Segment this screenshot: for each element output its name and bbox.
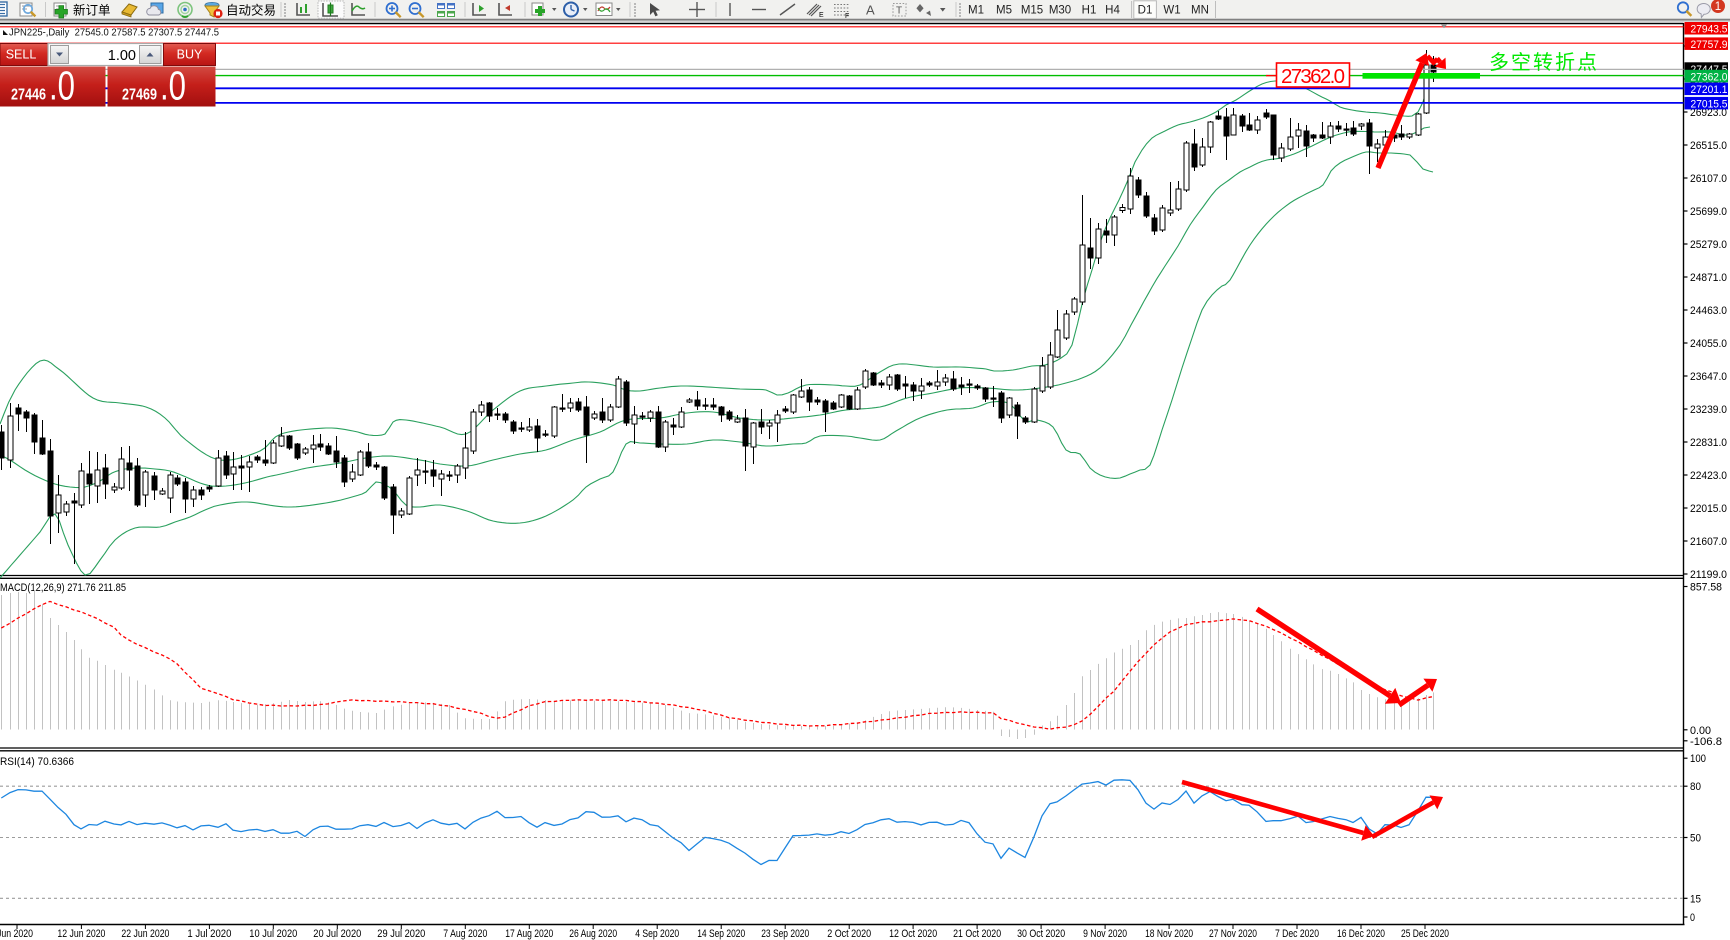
- svg-text:F: F: [845, 13, 849, 20]
- svg-text:12 Jun 2020: 12 Jun 2020: [57, 928, 105, 940]
- svg-text:JPN225-,Daily 27545.0 27587.5: JPN225-,Daily 27545.0 27587.5 27307.5 27…: [9, 27, 219, 39]
- svg-text:自动交易: 自动交易: [226, 3, 276, 18]
- svg-text:D1: D1: [1138, 5, 1153, 17]
- svg-text:80: 80: [1690, 781, 1701, 793]
- svg-text:BUY: BUY: [177, 48, 203, 62]
- svg-text:M15: M15: [1021, 5, 1043, 17]
- svg-text:T: T: [896, 6, 902, 17]
- svg-text:27362.0: 27362.0: [1281, 65, 1345, 88]
- svg-text:新订单: 新订单: [73, 3, 111, 18]
- svg-text:M30: M30: [1049, 5, 1071, 17]
- svg-text:4 Sep 2020: 4 Sep 2020: [635, 928, 679, 940]
- svg-text:M1: M1: [968, 5, 984, 17]
- svg-text:21199.0: 21199.0: [1690, 569, 1727, 581]
- svg-text:9 Nov 2020: 9 Nov 2020: [1083, 928, 1127, 940]
- svg-text:27362.0: 27362.0: [1691, 71, 1728, 83]
- svg-text:25279.0: 25279.0: [1690, 239, 1727, 251]
- svg-text:MN: MN: [1191, 5, 1209, 17]
- svg-text:21607.0: 21607.0: [1690, 536, 1727, 548]
- svg-text:0.00: 0.00: [1690, 725, 1711, 737]
- svg-text:27757.9: 27757.9: [1691, 39, 1728, 51]
- svg-text:50: 50: [1690, 833, 1701, 845]
- svg-text:SELL: SELL: [6, 48, 37, 62]
- svg-text:23 Sep 2020: 23 Sep 2020: [761, 928, 809, 940]
- svg-text:15: 15: [1690, 893, 1701, 905]
- svg-text:H1: H1: [1082, 5, 1097, 17]
- svg-text:100: 100: [1690, 753, 1706, 765]
- svg-text:20 Jul 2020: 20 Jul 2020: [313, 928, 361, 940]
- svg-text:10 Jul 2020: 10 Jul 2020: [249, 928, 297, 940]
- svg-text:26107.0: 26107.0: [1690, 173, 1727, 185]
- svg-text:H4: H4: [1105, 5, 1120, 17]
- svg-text:27 Nov 2020: 27 Nov 2020: [1209, 928, 1257, 940]
- svg-text:26 Aug 2020: 26 Aug 2020: [569, 928, 617, 940]
- svg-text:1: 1: [1715, 1, 1721, 13]
- svg-text:17 Aug 2020: 17 Aug 2020: [505, 928, 553, 940]
- svg-text:25699.0: 25699.0: [1690, 206, 1727, 218]
- svg-text:27446: 27446: [11, 87, 46, 104]
- svg-text:M5: M5: [996, 5, 1012, 17]
- svg-text:27201.1: 27201.1: [1691, 84, 1728, 96]
- svg-text:14 Sep 2020: 14 Sep 2020: [697, 928, 745, 940]
- svg-text:16 Dec 2020: 16 Dec 2020: [1337, 928, 1385, 940]
- svg-text:27469: 27469: [122, 87, 157, 104]
- svg-text:2 Oct 2020: 2 Oct 2020: [827, 928, 871, 940]
- svg-text:18 Nov 2020: 18 Nov 2020: [1145, 928, 1193, 940]
- svg-text:7 Aug 2020: 7 Aug 2020: [443, 928, 487, 940]
- svg-text:26923.0: 26923.0: [1690, 107, 1727, 119]
- svg-text:22 Jun 2020: 22 Jun 2020: [121, 928, 169, 940]
- svg-text:0: 0: [1690, 912, 1695, 924]
- svg-text:Jun 2020: Jun 2020: [0, 928, 33, 940]
- svg-text:29 Jul 2020: 29 Jul 2020: [377, 928, 425, 940]
- svg-text:7 Dec 2020: 7 Dec 2020: [1275, 928, 1319, 940]
- svg-text:30 Oct 2020: 30 Oct 2020: [1017, 928, 1065, 940]
- svg-text:23647.0: 23647.0: [1690, 371, 1727, 383]
- svg-text:27015.5: 27015.5: [1691, 98, 1728, 110]
- svg-text:1 Jul 2020: 1 Jul 2020: [187, 928, 231, 940]
- svg-text:23239.0: 23239.0: [1690, 404, 1727, 416]
- svg-text:MACD(12,26,9) 271.76 211.85: MACD(12,26,9) 271.76 211.85: [0, 582, 126, 594]
- svg-text:25 Dec 2020: 25 Dec 2020: [1401, 928, 1449, 940]
- svg-text:A: A: [866, 3, 875, 18]
- svg-text:-106.8: -106.8: [1690, 736, 1722, 748]
- svg-text:27943.5: 27943.5: [1691, 24, 1728, 36]
- svg-text:24463.0: 24463.0: [1690, 305, 1727, 317]
- svg-text:26515.0: 26515.0: [1690, 140, 1727, 152]
- svg-text:E: E: [819, 12, 824, 19]
- svg-text:12 Oct 2020: 12 Oct 2020: [889, 928, 937, 940]
- svg-text:22015.0: 22015.0: [1690, 503, 1727, 515]
- svg-text:22423.0: 22423.0: [1690, 470, 1727, 482]
- svg-text:24871.0: 24871.0: [1690, 272, 1727, 284]
- svg-text:21 Oct 2020: 21 Oct 2020: [953, 928, 1001, 940]
- svg-text:24055.0: 24055.0: [1690, 338, 1727, 350]
- svg-text:1.00: 1.00: [108, 48, 136, 64]
- svg-text:多空转折点: 多空转折点: [1489, 51, 1599, 74]
- svg-text:.0: .0: [160, 63, 186, 109]
- svg-text:857.58: 857.58: [1690, 582, 1722, 594]
- svg-text:RSI(14) 70.6366: RSI(14) 70.6366: [0, 756, 74, 768]
- svg-text:22831.0: 22831.0: [1690, 437, 1727, 449]
- svg-text:.0: .0: [49, 63, 75, 109]
- svg-text:W1: W1: [1163, 5, 1180, 17]
